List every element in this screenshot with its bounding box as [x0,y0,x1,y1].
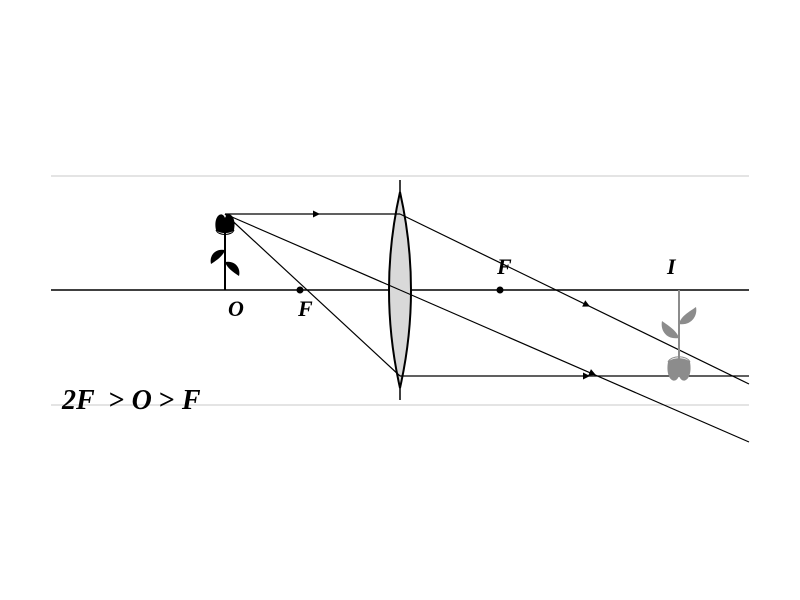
optics-diagram [0,0,800,600]
object-flower-icon [211,214,240,290]
label-F-left: F [298,296,313,322]
caption-inequality: 2F > O > F [62,385,201,417]
label-F-right: F [497,254,512,280]
label-I: I [667,254,676,280]
label-O: O [228,296,244,322]
light-rays [225,211,749,443]
image-flower-icon [662,290,697,381]
